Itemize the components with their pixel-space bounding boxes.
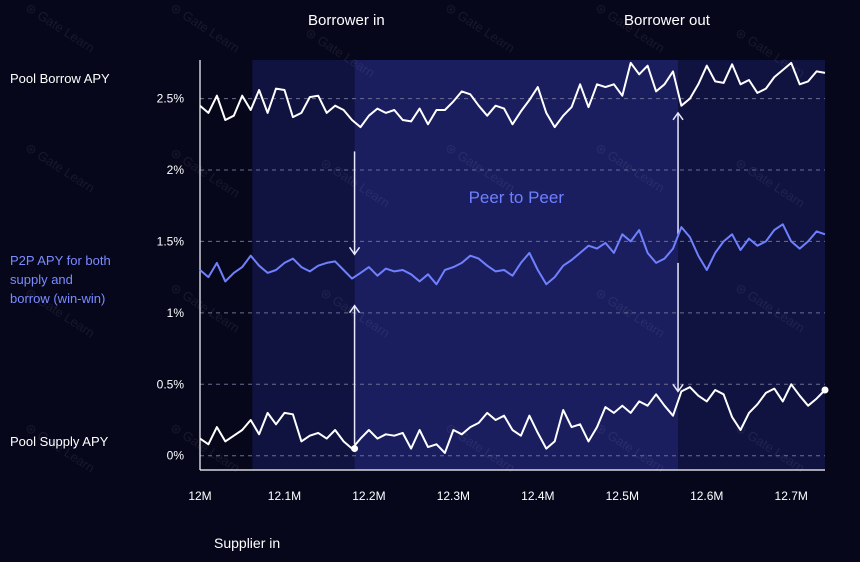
x-tick-label: 12.7M — [775, 489, 808, 503]
y-tick-label: 0.5% — [157, 377, 185, 391]
series-point-supply — [821, 386, 829, 394]
y-tick-label: 2.5% — [157, 92, 185, 106]
y-tick-label: 2% — [167, 163, 185, 177]
borrower-out-label: Borrower out — [624, 12, 710, 29]
series-line-p2p — [199, 223, 826, 286]
x-axis-title: Supplier in — [214, 535, 281, 551]
series-line-borrow — [199, 61, 826, 129]
peer-to-peer-label: Peer to Peer — [469, 188, 565, 207]
band-peer-to-peer — [354, 60, 679, 470]
y-tick-label: 1% — [167, 306, 185, 320]
band-light — [678, 60, 825, 470]
borrower-in-arrow-to-p2p-head — [348, 246, 361, 256]
x-tick-label: 12.1M — [268, 489, 301, 503]
x-tick-label: 12M — [188, 489, 211, 503]
x-tick-label: 12.3M — [437, 489, 470, 503]
borrower-in-arrow-supply-to-p2p-head — [348, 304, 361, 314]
series-point-supply — [351, 445, 359, 453]
x-tick-label: 12.5M — [606, 489, 639, 503]
p2p-apy-label: P2P APY for both supply and borrow (win-… — [10, 253, 111, 306]
x-tick-label: 12.4M — [521, 489, 554, 503]
pool-borrow-apy-label: Pool Borrow APY — [10, 71, 110, 86]
series-line-supply — [199, 383, 826, 454]
pool-supply-apy-label: Pool Supply APY — [10, 434, 109, 449]
y-tick-label: 0% — [167, 449, 185, 463]
borrower-out-arrow-to-borrow-head — [672, 111, 684, 121]
y-tick-label: 1.5% — [157, 234, 185, 248]
borrower-in-label: Borrower in — [308, 12, 385, 29]
borrower-out-arrow-to-supply-head — [672, 383, 684, 393]
x-tick-label: 12.2M — [352, 489, 385, 503]
x-tick-label: 12.6M — [690, 489, 723, 503]
